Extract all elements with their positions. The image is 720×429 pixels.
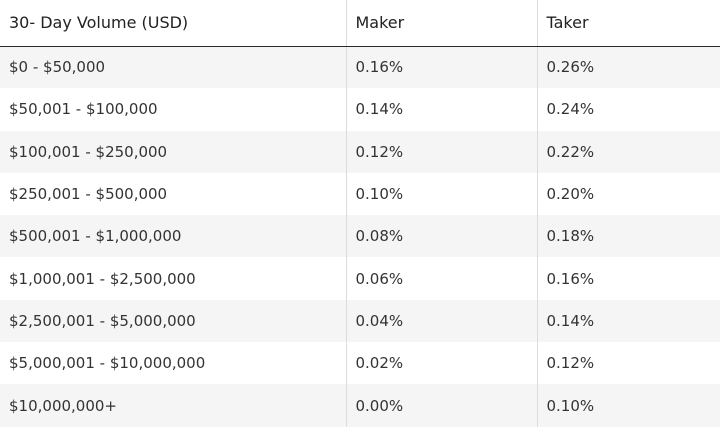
taker-fee-cell: 0.18% <box>536 215 720 258</box>
volume-cell: $1,000,001 - $2,500,000 <box>0 257 346 300</box>
taker-fee-cell: 0.20% <box>536 172 720 216</box>
taker-fee-cell: 0.12% <box>536 342 720 385</box>
table-row: $0 - $50,000 0.16% 0.26% <box>0 46 720 89</box>
volume-cell: $10,000,000+ <box>0 384 346 427</box>
header-volume: 30- Day Volume (USD) <box>0 0 346 47</box>
maker-fee-cell: 0.08% <box>345 215 537 258</box>
table-row: $100,001 - $250,000 0.12% 0.22% <box>0 130 720 173</box>
table-row: $10,000,000+ 0.00% 0.10% <box>0 384 720 427</box>
maker-fee-cell: 0.10% <box>345 172 537 216</box>
maker-fee-cell: 0.04% <box>345 299 537 343</box>
header-taker: Taker <box>536 0 720 47</box>
table-row: $500,001 - $1,000,000 0.08% 0.18% <box>0 215 720 258</box>
taker-fee-cell: 0.10% <box>536 384 720 427</box>
taker-fee-cell: 0.22% <box>536 130 720 173</box>
table-body: $0 - $50,000 0.16% 0.26% $50,001 - $100,… <box>0 46 720 427</box>
taker-fee-cell: 0.16% <box>536 257 720 300</box>
maker-fee-cell: 0.00% <box>345 384 537 427</box>
volume-cell: $250,001 - $500,000 <box>0 172 346 216</box>
header-row: 30- Day Volume (USD) Maker Taker <box>0 0 720 47</box>
maker-fee-cell: 0.14% <box>345 88 537 131</box>
maker-fee-cell: 0.06% <box>345 257 537 300</box>
taker-fee-cell: 0.24% <box>536 88 720 131</box>
table-header: 30- Day Volume (USD) Maker Taker <box>0 0 720 47</box>
maker-fee-cell: 0.12% <box>345 130 537 173</box>
volume-cell: $50,001 - $100,000 <box>0 88 346 131</box>
maker-fee-cell: 0.16% <box>345 46 537 89</box>
header-maker: Maker <box>345 0 537 47</box>
volume-cell: $500,001 - $1,000,000 <box>0 215 346 258</box>
volume-cell: $100,001 - $250,000 <box>0 130 346 173</box>
table-row: $2,500,001 - $5,000,000 0.04% 0.14% <box>0 299 720 343</box>
volume-cell: $5,000,001 - $10,000,000 <box>0 342 346 385</box>
volume-cell: $0 - $50,000 <box>0 46 346 89</box>
table-row: $5,000,001 - $10,000,000 0.02% 0.12% <box>0 342 720 385</box>
taker-fee-cell: 0.26% <box>536 46 720 89</box>
table-row: $50,001 - $100,000 0.14% 0.24% <box>0 88 720 131</box>
table-row: $250,001 - $500,000 0.10% 0.20% <box>0 172 720 216</box>
maker-fee-cell: 0.02% <box>345 342 537 385</box>
taker-fee-cell: 0.14% <box>536 299 720 343</box>
volume-cell: $2,500,001 - $5,000,000 <box>0 299 346 343</box>
table-row: $1,000,001 - $2,500,000 0.06% 0.16% <box>0 257 720 300</box>
